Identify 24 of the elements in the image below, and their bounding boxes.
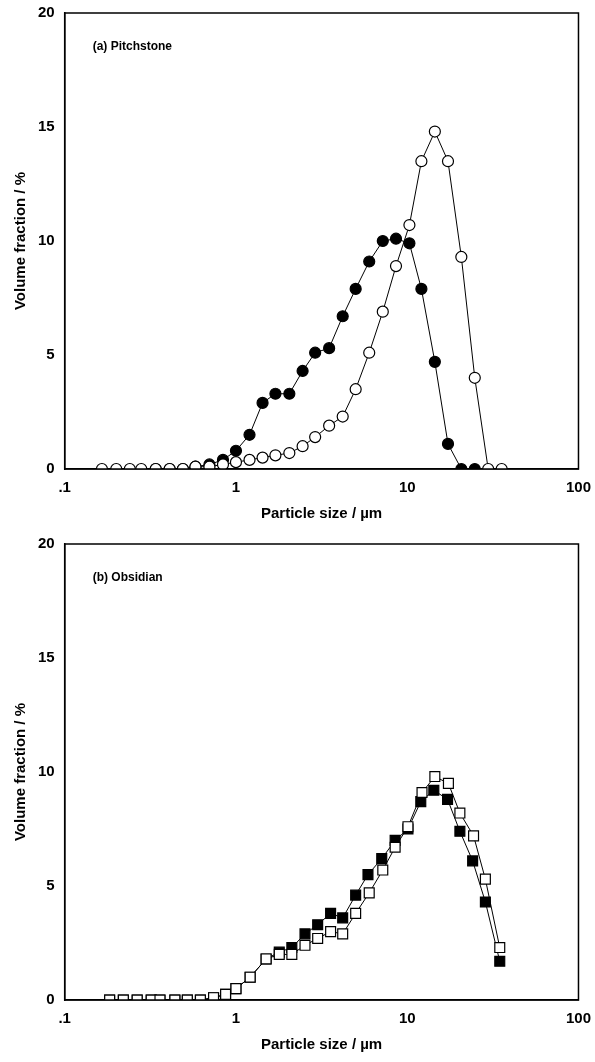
x-tick-label: 1 xyxy=(231,478,241,496)
y-tick-label: 10 xyxy=(38,231,55,249)
x-tick-label: .1 xyxy=(58,478,71,496)
y-tick-label: 0 xyxy=(46,459,55,477)
y-axis-title: Volume fraction / % xyxy=(11,171,29,311)
y-tick-label: 20 xyxy=(38,534,55,552)
y-tick-label: 0 xyxy=(46,990,55,1008)
text: (b) Obsidian xyxy=(92,570,163,585)
x-tick-label: .1 xyxy=(58,1009,71,1027)
y-tick-label: 5 xyxy=(46,876,55,894)
x-axis-title: Particle size / µm xyxy=(260,1035,383,1053)
y-tick-label: 15 xyxy=(38,117,55,135)
x-tick-label: 100 xyxy=(565,478,591,496)
x-axis-title: Particle size / µm xyxy=(260,504,383,522)
y-tick-label: 15 xyxy=(38,648,55,666)
x-tick-label: 100 xyxy=(565,1009,591,1027)
text: (a) Pitchstone xyxy=(92,39,173,54)
y-tick-label: 5 xyxy=(46,345,55,363)
y-tick-label: 20 xyxy=(38,3,55,21)
x-tick-label: 10 xyxy=(398,1009,416,1027)
y-axis-title: Volume fraction / % xyxy=(11,702,29,842)
x-tick-label: 1 xyxy=(231,1009,241,1027)
x-tick-label: 10 xyxy=(398,478,416,496)
y-tick-label: 10 xyxy=(38,762,55,780)
